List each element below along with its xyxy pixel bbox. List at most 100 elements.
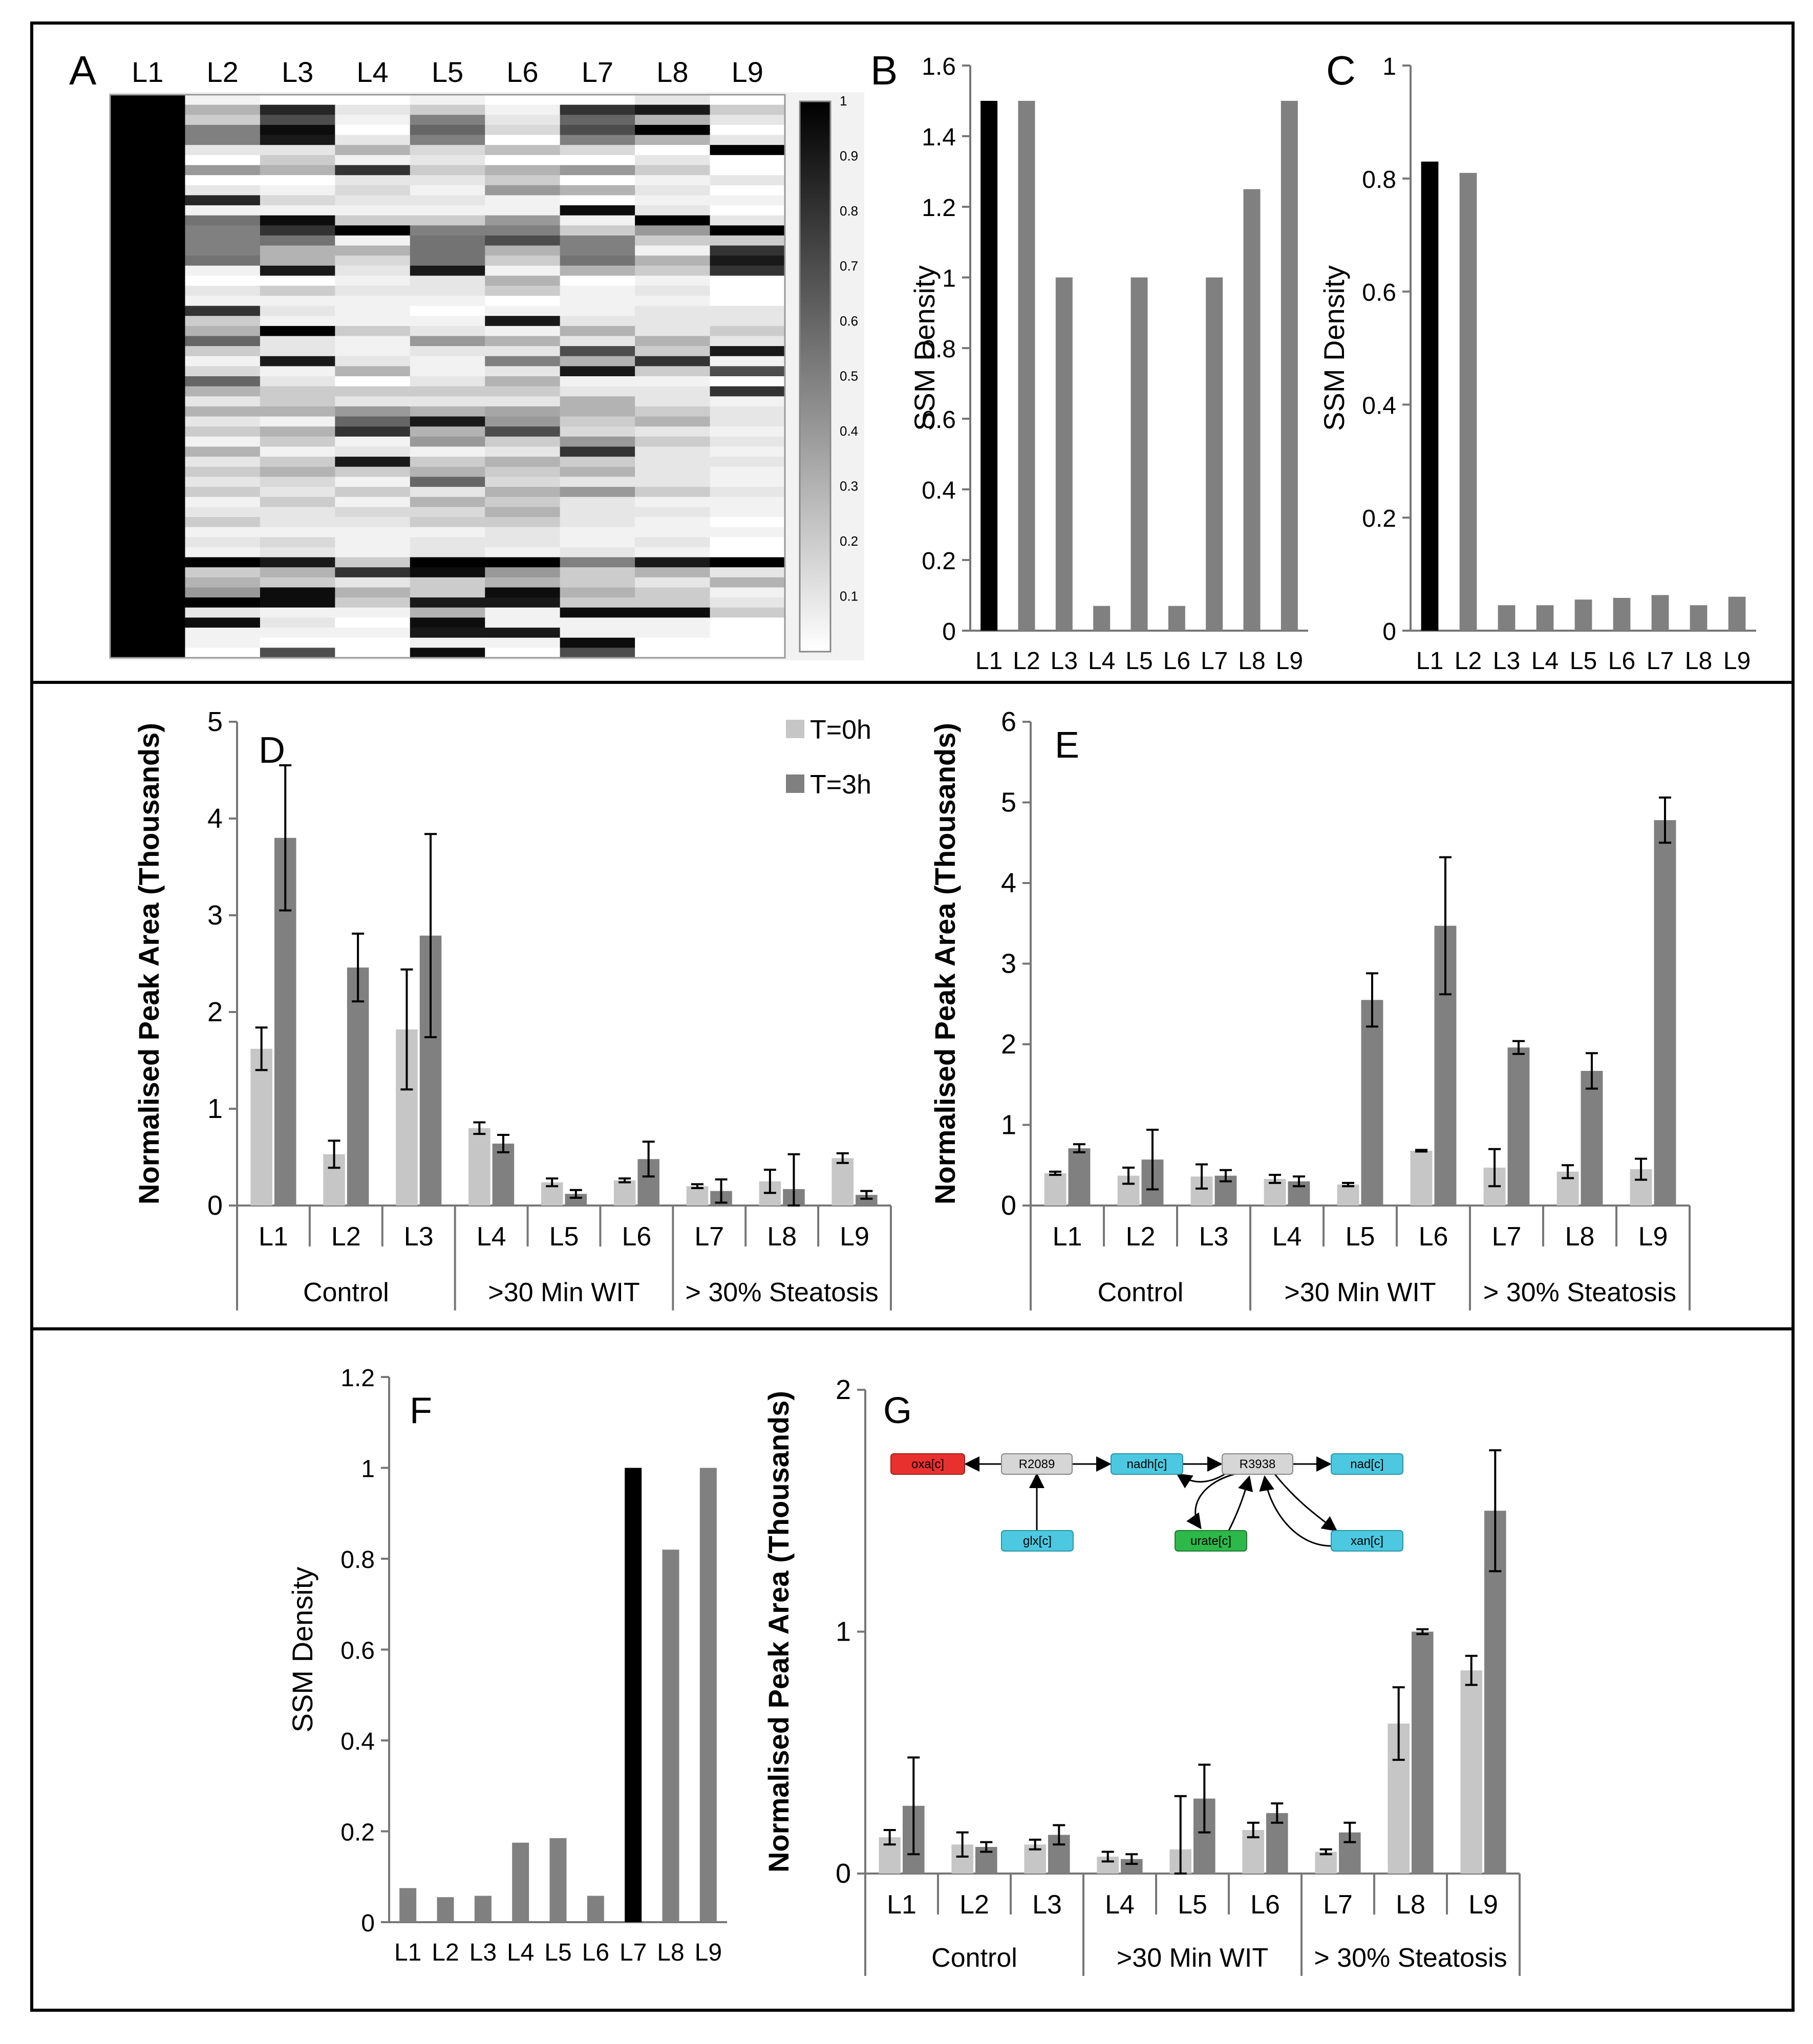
- heatmap-cell: [110, 607, 185, 618]
- heatmap-cell: [560, 457, 635, 467]
- panel-letter-e: E: [1055, 725, 1079, 766]
- heatmap-cell: [560, 607, 635, 618]
- heatmap-cell: [635, 426, 711, 437]
- heatmap-cell: [710, 366, 785, 377]
- node-glx-label: glx[c]: [1023, 1534, 1052, 1548]
- heatmap-cell: [110, 316, 185, 327]
- x-tick-label: L5: [1570, 648, 1597, 675]
- heatmap-cell: [560, 637, 635, 648]
- group-label: > 30% Steatosis: [686, 1278, 879, 1307]
- heatmap-cell: [110, 235, 185, 246]
- heatmap-cell: [410, 326, 485, 336]
- heatmap-cell: [260, 466, 335, 477]
- bar-t3h: [856, 1195, 878, 1206]
- x-tick-label: L8: [1396, 1890, 1425, 1920]
- heatmap-cell: [635, 336, 711, 347]
- x-tick-label: L6: [582, 1939, 609, 1966]
- heatmap-cell: [635, 557, 711, 568]
- x-tick-label: L7: [1201, 648, 1228, 675]
- heatmap-cell: [335, 637, 411, 648]
- heatmap-cell: [410, 336, 485, 347]
- heatmap-cell: [560, 135, 635, 145]
- bar: [512, 1842, 529, 1922]
- heatmap-cell: [485, 185, 561, 196]
- heatmap-cell: [110, 104, 185, 115]
- y-tick-label: 0: [942, 618, 956, 646]
- node-r3938-label: R3938: [1240, 1457, 1276, 1471]
- heatmap-cell: [185, 446, 261, 457]
- heatmap-cell: [410, 527, 485, 537]
- colorbar-tick-label: 0.9: [840, 148, 858, 164]
- heatmap-cell: [185, 396, 261, 407]
- node-oxa: [890, 1453, 965, 1475]
- heatmap-cell: [185, 346, 261, 357]
- heatmap-cell: [260, 477, 335, 487]
- node-r2089-label: R2089: [1019, 1457, 1055, 1471]
- node-nadh: [1111, 1453, 1183, 1475]
- x-tick-label: L5: [549, 1222, 579, 1252]
- heatmap-cell: [635, 497, 711, 507]
- heatmap-cell: [410, 617, 485, 628]
- bar: [1018, 101, 1035, 631]
- heatmap-cell: [710, 587, 785, 598]
- bar-t0h: [613, 1180, 636, 1206]
- colorbar-tick-label: 1: [840, 93, 847, 109]
- heatmap-cell: [560, 557, 635, 568]
- bar: [1131, 277, 1148, 631]
- heatmap-cell: [335, 346, 411, 357]
- heatmap-cell: [335, 457, 411, 467]
- heatmap-cell: [710, 225, 785, 236]
- y-tick-label: 0.4: [1362, 392, 1396, 419]
- panel-a-heatmap: A L1 L2 L3 L4 L5 L6 L7 L8 L9 1 0.9 0.8 0.7 0.6 0.5 0.4…: [69, 48, 864, 660]
- y-tick-label: 1: [836, 1617, 851, 1647]
- heatmap-cell: [335, 195, 411, 206]
- heatmap-cell: [260, 165, 335, 176]
- x-tick-label: L3: [1493, 648, 1520, 675]
- heatmap-cell: [485, 245, 561, 256]
- heatmap-cell: [710, 416, 785, 427]
- bar-t0h: [1315, 1852, 1337, 1874]
- heatmap-cell: [635, 477, 711, 487]
- y-tick-label: 1: [207, 1093, 223, 1124]
- heatmap-cell: [260, 567, 335, 578]
- heatmap-cell: [185, 567, 261, 578]
- heatmap-cell: [710, 95, 785, 105]
- heatmap-cell: [560, 346, 635, 357]
- heatmap-cell: [335, 245, 411, 256]
- heatmap-cell: [410, 215, 485, 226]
- heatmap-cell: [185, 205, 261, 216]
- y-tick-label: 1: [361, 1456, 375, 1483]
- x-tick-label: L6: [622, 1222, 651, 1252]
- heatmap-cell: [410, 245, 485, 256]
- colorbar-tick-label: 0.7: [840, 259, 858, 274]
- heatmap-cell: [185, 376, 261, 387]
- heatmap-cell: [710, 195, 785, 206]
- heatmap-cell: [110, 225, 185, 236]
- x-tick-label: L6: [1250, 1890, 1280, 1920]
- heatmap-cell: [185, 466, 261, 477]
- group-label: >30 Min WIT: [1117, 1943, 1268, 1973]
- heatmap-cell: [185, 648, 261, 658]
- heatmap-cell: [635, 356, 711, 367]
- heatmap-cell: [485, 255, 561, 266]
- heatmap-cell: [485, 95, 561, 105]
- heatmap-cell: [710, 145, 785, 156]
- heatmap-cell: [335, 135, 411, 145]
- y-tick-label: 1.2: [340, 1365, 375, 1392]
- heatmap-cell: [560, 527, 635, 537]
- heatmap-cell: [260, 306, 335, 316]
- heatmap-cell: [110, 115, 185, 125]
- heatmap-column-label: L3: [282, 56, 313, 88]
- heatmap-cell: [110, 587, 185, 598]
- pathway-diagram: oxa[c] R2089 nadh[c] R3938 nad[c] glx[c]…: [890, 1453, 1403, 1552]
- heatmap-cell: [410, 406, 485, 417]
- heatmap-cell: [260, 607, 335, 618]
- heatmap-cells: [110, 95, 785, 658]
- heatmap-cell: [185, 135, 261, 145]
- heatmap-cell: [560, 356, 635, 367]
- panel-e-bar-chart: E 0 1 2 3 4 5 6 Normalised Peak Area (Thousands…: [929, 706, 1691, 1310]
- heatmap-cell: [335, 165, 411, 176]
- heatmap-cell: [635, 235, 711, 246]
- x-tick-label: L5: [1178, 1890, 1207, 1920]
- x-tick-label: L3: [404, 1222, 434, 1252]
